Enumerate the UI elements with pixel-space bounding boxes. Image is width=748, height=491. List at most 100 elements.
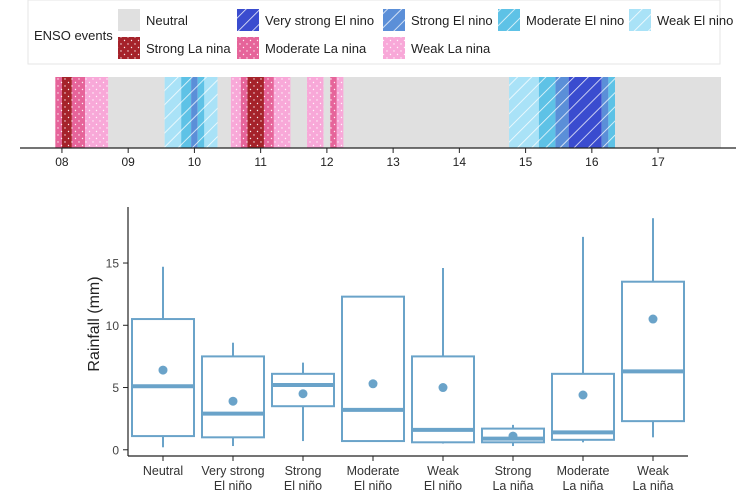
timeline-segment-w_la [230,77,241,148]
timeline-tick-label: 09 [121,155,135,169]
x-tick-label-line2: La niña [492,479,533,491]
timeline-segment-w_el [204,77,218,148]
box-mean-point [438,383,448,393]
box-6 [481,424,545,447]
timeline-segment-m_la [55,77,62,148]
legend-item-w_el: Weak El nino [629,9,733,31]
legend-label-m_el: Moderate El nino [526,13,624,28]
timeline-segment-m_el [197,77,205,148]
box-iqr [131,318,195,438]
timeline-segment-s_la [247,77,264,148]
timeline-tick-label: 08 [55,155,69,169]
box-mean-point [648,314,658,324]
x-tick-label-line2: El niño [354,479,392,491]
box-iqr [551,372,615,441]
legend-item-vs_el: Very strong El nino [237,9,374,31]
timeline-segment-neutral [108,77,165,148]
timeline-segment-s_el [555,77,569,148]
legend-label-s_la: Strong La nina [146,41,231,56]
timeline-segment-neutral [217,77,231,148]
timeline-segment-m_la [330,77,337,148]
timeline-tick-label: 17 [651,155,665,169]
legend-item-w_la: Weak La nina [383,37,491,59]
timeline-ticks: 08 09 10 11 12 13 14 15 16 17 [55,148,665,169]
legend: ENSO events Neutral Very strong El nino St… [27,0,733,65]
box-3 [271,362,335,442]
legend-item-s_la: Strong La nina [118,37,231,59]
timeline-segment-neutral [323,77,331,148]
legend-item-m_la: Moderate La nina [237,37,367,59]
timeline-tick-label: 13 [386,155,400,169]
box-4 [341,295,405,443]
timeline-segment-m_el [538,77,556,148]
legend-label-m_la: Moderate La nina [265,41,367,56]
box-8 [621,218,685,438]
legend-swatch-w_el [629,9,651,31]
box-iqr [621,280,685,423]
x-tick-label-line1: Moderate [347,464,400,478]
timeline-segment-m_la [240,77,248,148]
x-tick-label-line1: Strong [285,464,322,478]
timeline-segment-w_el [164,77,182,148]
box-iqr [341,295,405,443]
timeline-segment-w_la [336,77,344,148]
legend-label-neutral: Neutral [146,13,188,28]
box-2 [201,342,265,447]
timeline-segment-s_el [601,77,609,148]
x-tick-label-line2: La niña [562,479,603,491]
timeline-segment-m_el [181,77,192,148]
y-tick-label: 5 [112,381,119,395]
x-tick-label-line1: Weak [637,464,669,478]
timeline-segment-w_la [85,77,109,148]
legend-item-s_el: Strong El nino [383,9,493,31]
x-tick-label-line2: El niño [284,479,322,491]
timeline-segments [55,77,721,148]
timeline-tick-label: 11 [254,155,267,169]
timeline-tick-label: 12 [320,155,334,169]
timeline-segment-w_la [273,77,291,148]
box-mean-point [368,379,378,389]
y-ticks: 0 5 10 15 [106,257,128,457]
timeline-segment-m_la [263,77,274,148]
timeline-tick-label: 14 [453,155,467,169]
box-7 [551,236,615,443]
legend-label-w_el: Weak El nino [657,13,733,28]
timeline-tick-label: 15 [519,155,533,169]
box-1 [131,266,195,448]
timeline-tick-label: 10 [188,155,202,169]
legend-label-w_la: Weak La nina [411,41,491,56]
box-mean-point [298,389,308,399]
legend-swatch-neutral [118,9,140,31]
timeline-segment-neutral [615,77,721,148]
legend-swatch-w_la [383,37,405,59]
box-iqr [271,372,335,408]
legend-label-s_el: Strong El nino [411,13,493,28]
timeline-segment-w_el [509,77,539,148]
legend-swatch-s_el [383,9,405,31]
legend-title: ENSO events [34,28,113,43]
x-tick-label-line2: La niña [632,479,673,491]
legend-swatch-s_la [118,37,140,59]
timeline-segment-m_el [608,77,616,148]
timeline-segment-w_la [307,77,324,148]
legend-swatch-m_el [498,9,520,31]
box-mean-point [228,396,238,406]
legend-frame [27,0,721,65]
x-tick-label-line1: Neutral [143,464,183,478]
legend-label-vs_el: Very strong El nino [265,13,374,28]
x-tick-label-line2: El niño [214,479,252,491]
timeline-segment-s_el [191,77,198,148]
y-axis-title: Rainfall (mm) [86,276,103,371]
timeline-segment-m_la [71,77,86,148]
legend-items: Neutral Very strong El nino Strong El nino… [118,9,733,59]
timeline-segment-s_la [61,77,72,148]
boxes [131,218,685,448]
x-tick-label-line1: Very strong [201,464,264,478]
y-tick-label: 0 [112,443,119,457]
y-tick-label: 10 [106,319,120,333]
timeline-segment-vs_el [568,77,602,148]
legend-item-neutral: Neutral [118,9,188,31]
